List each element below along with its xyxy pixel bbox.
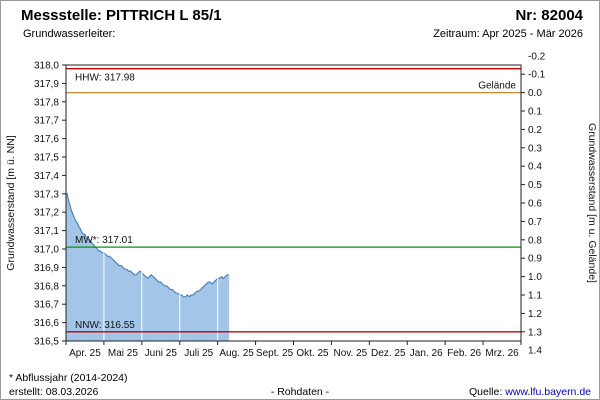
rohdaten-label: - Rohdaten - <box>270 386 330 398</box>
svg-text:Grundwasserstand [m u. Gelände: Grundwasserstand [m u. Gelände] <box>586 123 598 283</box>
svg-text:Okt. 25: Okt. 25 <box>296 348 329 359</box>
svg-text:316,8: 316,8 <box>34 281 59 292</box>
svg-text:Juni 25: Juni 25 <box>145 348 178 359</box>
svg-text:NNW: 316.55: NNW: 316.55 <box>75 320 135 331</box>
svg-text:0.5: 0.5 <box>528 180 542 191</box>
svg-text:-0.2: -0.2 <box>528 51 546 62</box>
svg-text:0.1: 0.1 <box>528 107 542 118</box>
svg-text:317,6: 317,6 <box>34 134 59 145</box>
svg-text:Grundwasserstand [m ü. NN]: Grundwasserstand [m ü. NN] <box>5 135 17 270</box>
chart-svg: HHW: 317.98 Gelände MW*: 317.01 NNW: 316.55… <box>5 51 598 359</box>
svg-text:Dez. 25: Dez. 25 <box>371 348 406 359</box>
svg-text:Nov. 25: Nov. 25 <box>334 348 368 359</box>
period-label: Zeitraum: Apr 2025 - Mär 2026 <box>433 28 583 40</box>
svg-text:1.3: 1.3 <box>528 327 542 338</box>
subheader-row: Grundwasserleiter: Zeitraum: Apr 2025 - … <box>23 28 583 40</box>
svg-text:Aug. 25: Aug. 25 <box>219 348 254 359</box>
footnote-abflussjahr: * Abflussjahr (2014-2024) <box>9 372 128 384</box>
svg-text:Apr. 25: Apr. 25 <box>69 348 101 359</box>
svg-text:1.0: 1.0 <box>528 272 542 283</box>
source-label: Quelle: <box>469 386 503 398</box>
svg-text:0.2: 0.2 <box>528 125 542 136</box>
svg-text:317,7: 317,7 <box>34 116 59 127</box>
groundwater-chart: HHW: 317.98 Gelände MW*: 317.01 NNW: 316.55… <box>1 43 599 375</box>
svg-text:Mai 25: Mai 25 <box>108 348 138 359</box>
svg-text:317,8: 317,8 <box>34 97 59 108</box>
svg-text:316,7: 316,7 <box>34 300 59 311</box>
svg-text:316,6: 316,6 <box>34 318 59 329</box>
svg-text:Juli 25: Juli 25 <box>184 348 213 359</box>
aquifer-label: Grundwasserleiter: <box>23 28 116 40</box>
svg-text:Sept. 25: Sept. 25 <box>256 348 294 359</box>
svg-text:0.0: 0.0 <box>528 88 542 99</box>
svg-text:317,4: 317,4 <box>34 171 59 182</box>
svg-text:0.3: 0.3 <box>528 143 542 154</box>
svg-text:317,1: 317,1 <box>34 226 59 237</box>
svg-text:0.6: 0.6 <box>528 199 542 210</box>
station-number: Nr: 82004 <box>515 7 583 24</box>
svg-text:318,0: 318,0 <box>34 61 59 72</box>
svg-text:0.4: 0.4 <box>528 162 542 173</box>
svg-text:Feb. 26: Feb. 26 <box>447 348 481 359</box>
page-title: Messstelle: PITTRICH L 85/1 <box>21 7 222 24</box>
svg-text:0.7: 0.7 <box>528 217 542 228</box>
created-date: erstellt: 08.03.2026 <box>9 386 99 398</box>
svg-text:Jan. 26: Jan. 26 <box>410 348 443 359</box>
header-row: Messstelle: PITTRICH L 85/1 Nr: 82004 <box>21 7 583 24</box>
svg-text:Mrz. 26: Mrz. 26 <box>485 348 519 359</box>
svg-text:MW*: 317.01: MW*: 317.01 <box>75 235 133 246</box>
svg-text:317,9: 317,9 <box>34 79 59 90</box>
svg-text:1.2: 1.2 <box>528 309 542 320</box>
svg-text:316,5: 316,5 <box>34 337 59 348</box>
svg-text:HHW: 317.98: HHW: 317.98 <box>75 73 135 84</box>
source-line: Quelle: www.lfu.bayern.de <box>469 386 591 398</box>
svg-text:1.1: 1.1 <box>528 291 542 302</box>
svg-text:317,2: 317,2 <box>34 208 59 219</box>
svg-text:317,0: 317,0 <box>34 245 59 256</box>
svg-text:Gelände: Gelände <box>478 81 516 92</box>
svg-text:316,9: 316,9 <box>34 263 59 274</box>
svg-text:317,5: 317,5 <box>34 153 59 164</box>
svg-text:317,3: 317,3 <box>34 189 59 200</box>
source-link[interactable]: www.lfu.bayern.de <box>505 386 591 398</box>
svg-text:1.4: 1.4 <box>528 346 542 357</box>
svg-text:0.8: 0.8 <box>528 235 542 246</box>
svg-text:0.9: 0.9 <box>528 254 542 265</box>
svg-text:-0.1: -0.1 <box>528 70 546 81</box>
